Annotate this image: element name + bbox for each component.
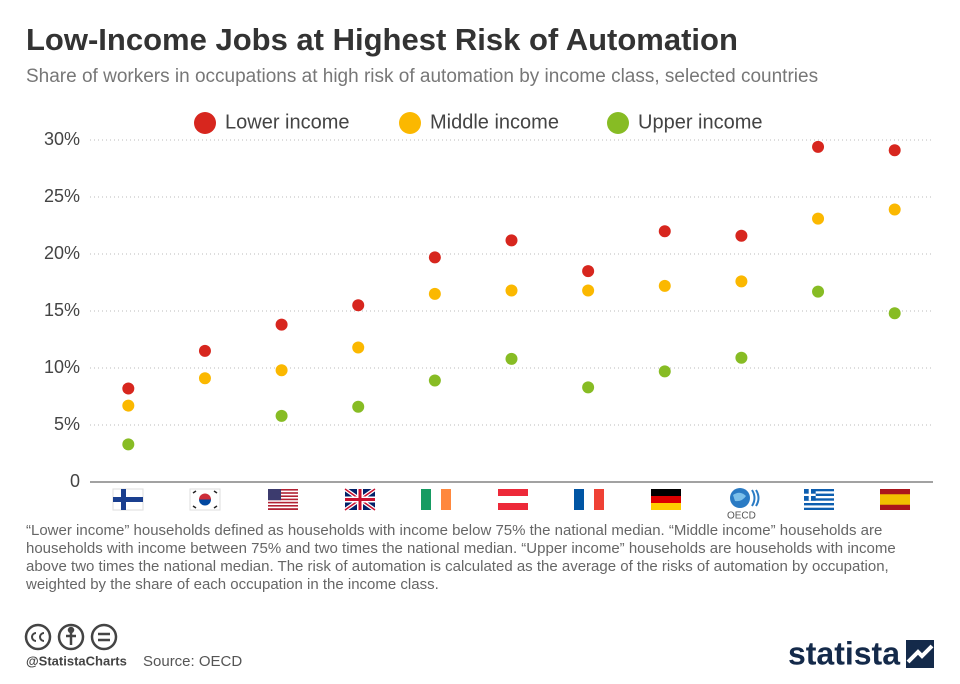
flag-finland <box>112 488 144 511</box>
y-tick-label: 25% <box>44 186 80 206</box>
data-point <box>888 203 901 216</box>
data-point <box>735 351 748 364</box>
legend-label: Lower income <box>225 111 350 133</box>
data-point <box>275 364 288 377</box>
y-tick-label: 5% <box>54 414 80 434</box>
data-point <box>888 144 901 157</box>
data-point <box>658 225 671 238</box>
flag-austria <box>498 489 528 510</box>
flag-france <box>574 489 604 510</box>
data-point <box>812 140 825 153</box>
flag-spain <box>880 489 910 510</box>
data-point <box>812 212 825 225</box>
y-tick-label: 10% <box>44 357 80 377</box>
flag-ireland <box>421 489 451 510</box>
data-point <box>505 352 518 365</box>
data-point <box>275 318 288 331</box>
data-point <box>428 251 441 264</box>
data-point <box>352 400 365 413</box>
y-tick-label: 15% <box>44 300 80 320</box>
y-tick-label: 0 <box>70 471 80 491</box>
data-point <box>428 374 441 387</box>
data-point <box>122 382 135 395</box>
oecd-logo <box>730 488 760 508</box>
data-point <box>352 299 365 312</box>
data-point <box>812 285 825 298</box>
x-tick-label: OECD <box>727 511 756 522</box>
legend-marker <box>607 112 629 134</box>
data-point <box>582 381 595 394</box>
legend-label: Upper income <box>638 111 763 133</box>
chart-subtitle: Share of workers in occupations at high … <box>26 66 818 87</box>
cc-icons <box>24 623 118 651</box>
y-tick-label: 30% <box>44 129 80 149</box>
data-point <box>198 372 211 385</box>
data-point <box>582 265 595 278</box>
legend-marker <box>194 112 216 134</box>
data-point <box>582 284 595 297</box>
flag-korea <box>189 488 221 511</box>
y-tick-label: 20% <box>44 243 80 263</box>
data-point <box>658 279 671 292</box>
data-point <box>352 341 365 354</box>
data-point <box>888 307 901 320</box>
brand-icon <box>906 640 934 668</box>
data-point <box>275 409 288 422</box>
chart-title: Low-Income Jobs at Highest Risk of Autom… <box>26 22 738 57</box>
legend-label: Middle income <box>430 111 559 133</box>
legend-marker <box>399 112 421 134</box>
flag-greece <box>804 489 834 510</box>
data-point <box>735 229 748 242</box>
flag-usa <box>268 489 298 510</box>
data-point <box>735 275 748 288</box>
data-point <box>122 438 135 451</box>
data-point <box>122 399 135 412</box>
data-point <box>658 365 671 378</box>
credit: @StatistaCharts <box>26 653 127 668</box>
flag-uk <box>343 487 377 512</box>
data-point <box>428 287 441 300</box>
flag-germany <box>651 489 681 510</box>
data-point <box>505 284 518 297</box>
footnote: “Lower income” households defined as hou… <box>26 522 896 593</box>
source: Source: OECD <box>143 653 242 670</box>
flags <box>112 487 910 512</box>
data-point <box>198 344 211 357</box>
brand-logo: statista <box>788 635 900 671</box>
data-point <box>505 234 518 247</box>
